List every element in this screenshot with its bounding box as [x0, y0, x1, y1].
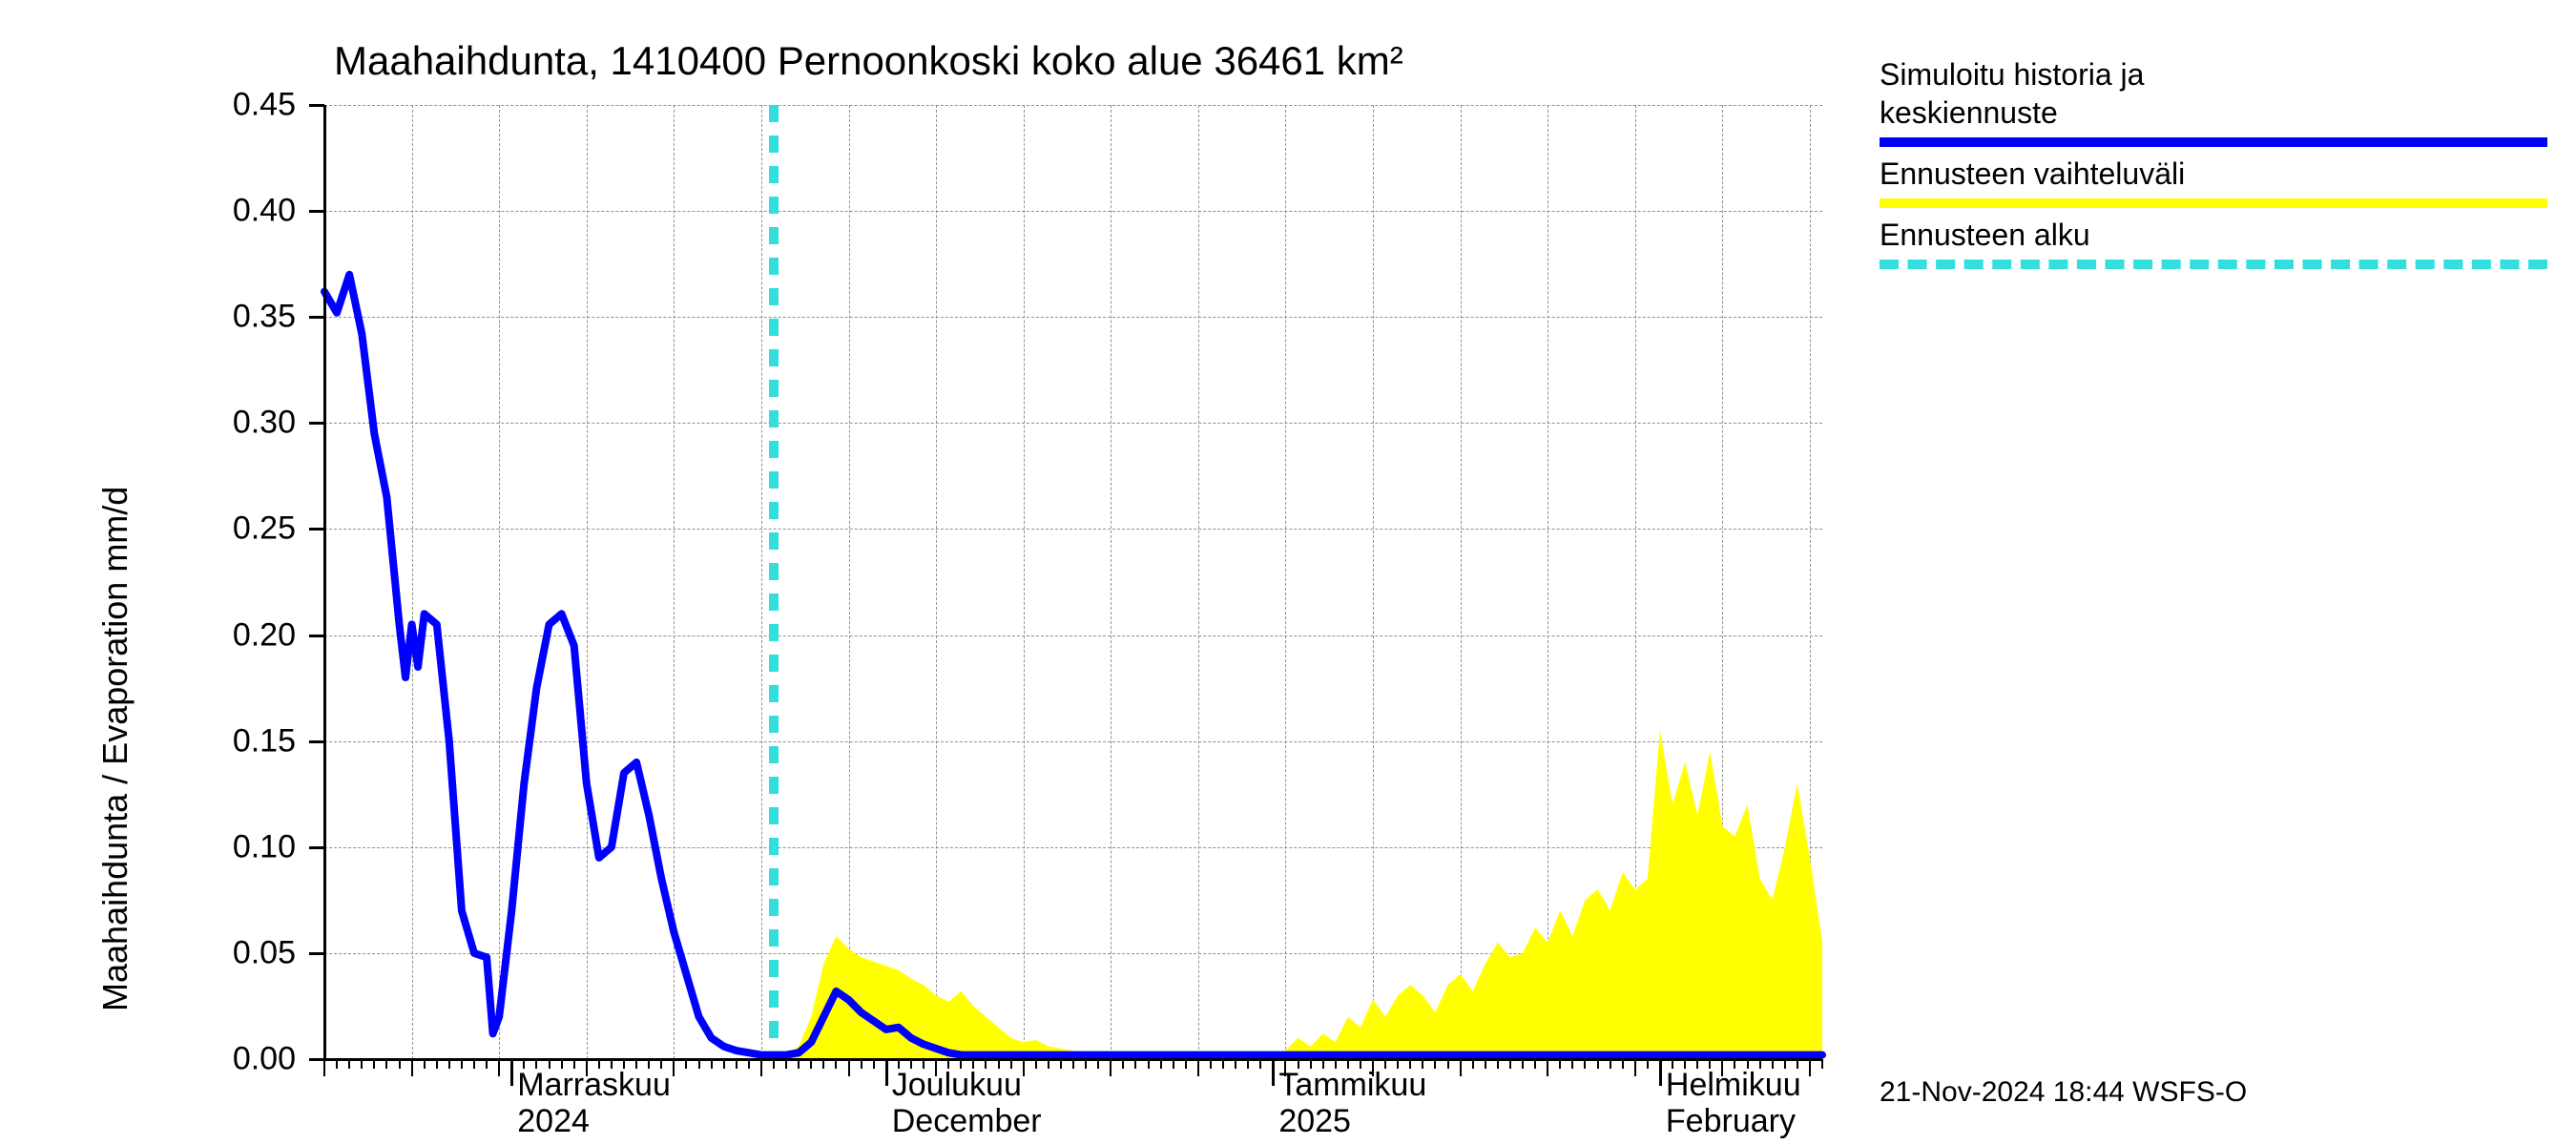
- x-month-label-top: Helmikuu: [1666, 1067, 1801, 1104]
- x-week-tick: [1110, 1059, 1111, 1076]
- plot-area: 0.000.050.100.150.200.250.300.350.400.45…: [324, 105, 1822, 1059]
- y-tick-label: 0.35: [200, 299, 296, 336]
- y-tick-label: 0.45: [200, 87, 296, 124]
- x-week-tick: [498, 1059, 500, 1076]
- legend-swatch-band: [1880, 198, 2547, 208]
- x-week-tick: [323, 1059, 325, 1076]
- y-tick-label: 0.25: [200, 510, 296, 548]
- x-week-tick: [673, 1059, 675, 1076]
- y-tick: [309, 422, 324, 425]
- forecast-band: [774, 731, 1822, 1059]
- y-tick: [309, 316, 324, 319]
- x-month-tick: [885, 1059, 888, 1086]
- y-tick-label: 0.05: [200, 934, 296, 971]
- y-tick: [309, 635, 324, 637]
- chart-container: Maahaihdunta, 1410400 Pernoonkoski koko …: [0, 0, 2576, 1145]
- legend-item-2-line1: Ennusteen vaihteluväli: [1880, 156, 2185, 192]
- y-tick-label: 0.15: [200, 722, 296, 760]
- y-axis-line: [323, 105, 326, 1059]
- y-axis-label: Maahaihdunta / Evaporation mm/d: [95, 487, 135, 1011]
- x-axis-line: [324, 1058, 1822, 1061]
- x-month-label-bottom: February: [1666, 1103, 1796, 1140]
- x-week-tick: [1197, 1059, 1199, 1076]
- footer-timestamp: 21-Nov-2024 18:44 WSFS-O: [1880, 1076, 2247, 1109]
- x-month-label-bottom: December: [892, 1103, 1042, 1140]
- x-month-label-top: Tammikuu: [1278, 1067, 1426, 1104]
- y-tick: [309, 104, 324, 107]
- y-tick: [309, 952, 324, 955]
- x-month-label-bottom: 2025: [1278, 1103, 1351, 1140]
- x-month-tick: [510, 1059, 513, 1086]
- x-week-tick: [1634, 1059, 1636, 1076]
- x-week-tick: [1547, 1059, 1548, 1076]
- legend-swatch-history: [1880, 137, 2547, 147]
- y-tick: [309, 740, 324, 743]
- x-week-tick: [760, 1059, 762, 1076]
- y-tick: [309, 1058, 324, 1061]
- x-month-tick: [1272, 1059, 1275, 1086]
- chart-title: Maahaihdunta, 1410400 Pernoonkoski koko …: [334, 38, 1403, 84]
- legend-item-1-line1: Simuloitu historia ja: [1880, 57, 2144, 93]
- legend-item-1-line2: keskiennuste: [1880, 95, 2058, 131]
- y-tick: [309, 846, 324, 849]
- y-tick-label: 0.20: [200, 616, 296, 654]
- x-week-tick: [411, 1059, 413, 1076]
- x-month-tick: [1659, 1059, 1662, 1086]
- x-week-tick: [848, 1059, 850, 1076]
- x-week-tick: [1460, 1059, 1462, 1076]
- series-svg: [324, 105, 1822, 1059]
- x-month-label-top: Joulukuu: [892, 1067, 1022, 1104]
- y-tick: [309, 528, 324, 531]
- y-tick: [309, 210, 324, 213]
- x-week-tick: [1023, 1059, 1025, 1076]
- y-tick-label: 0.00: [200, 1041, 296, 1078]
- x-month-label-top: Marraskuu: [517, 1067, 671, 1104]
- x-week-tick: [1809, 1059, 1811, 1076]
- y-tick-label: 0.30: [200, 405, 296, 442]
- y-tick-label: 0.10: [200, 828, 296, 865]
- y-tick-label: 0.40: [200, 193, 296, 230]
- legend-swatch-forecast-start: [1880, 260, 2547, 269]
- legend-item-3-line1: Ennusteen alku: [1880, 218, 2090, 253]
- x-month-label-bottom: 2024: [517, 1103, 590, 1140]
